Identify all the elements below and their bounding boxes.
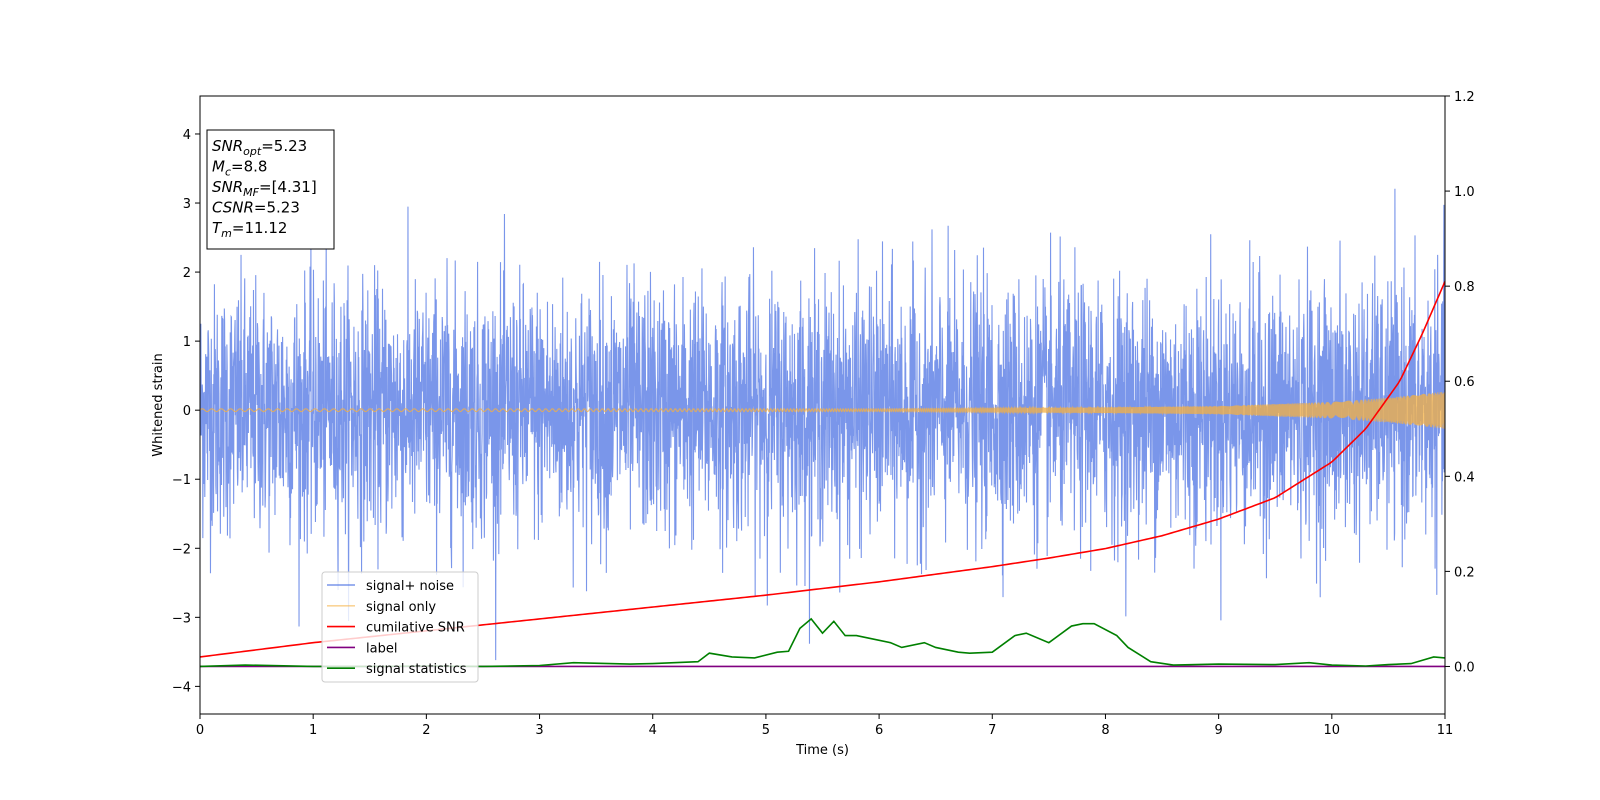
series-signal-statistics <box>200 617 1445 668</box>
y-right-tick-label: 1.2 <box>1454 90 1475 105</box>
info-snr-opt: SNRopt=5.23 <box>212 137 307 158</box>
y-left-tick-label: 1 <box>183 335 191 350</box>
y-left-tick-label: −3 <box>172 611 191 626</box>
x-tick-label: 5 <box>762 723 770 738</box>
info-mc: Mc=8.8 <box>212 158 267 179</box>
y-right-tick-label: 0.6 <box>1454 375 1475 390</box>
y-right-tick-label: 0.0 <box>1454 660 1475 675</box>
legend-signal-only-text: signal only <box>366 600 436 615</box>
x-tick-label: 6 <box>875 723 883 738</box>
y-axis-label: Whitened strain <box>151 353 166 456</box>
x-tick-label: 7 <box>988 723 996 738</box>
x-tick-label: 3 <box>535 723 543 738</box>
x-tick-label: 8 <box>1101 723 1109 738</box>
y-left-tick-label: 2 <box>183 266 191 281</box>
info-snr-mf: SNRMF=[4.31] <box>212 178 317 199</box>
info-tm: Tm=11.12 <box>212 219 287 240</box>
y-right-tick-label: 0.8 <box>1454 280 1475 295</box>
x-tick-label: 11 <box>1437 723 1454 738</box>
y-right-tick-label: 0.2 <box>1454 565 1475 580</box>
legend-label-text: label <box>366 641 397 656</box>
series-signal-noise <box>200 188 1445 661</box>
y-left-tick-label: 3 <box>183 197 191 212</box>
y-right-tick-label: 1.0 <box>1454 185 1475 200</box>
x-tick-label: 9 <box>1214 723 1222 738</box>
y-right-tick-label: 0.4 <box>1454 470 1475 485</box>
x-tick-label: 10 <box>1324 723 1341 738</box>
legend: signal+ noise signal only cumilative SNR la… <box>321 571 479 683</box>
y-left-tick-label: −1 <box>172 473 191 488</box>
x-axis-label: Time (s) <box>795 743 849 758</box>
info-box-frame <box>206 129 335 250</box>
axes-frame <box>199 95 1446 715</box>
x-tick-label: 2 <box>422 723 430 738</box>
x-tick-label: 4 <box>649 723 657 738</box>
legend-cumulative-snr-text: cumilative SNR <box>366 621 465 636</box>
x-tick-label: 0 <box>196 723 204 738</box>
x-tick-label: 1 <box>309 723 317 738</box>
legend-frame <box>321 571 479 683</box>
legend-signal-noise-text: signal+ noise <box>366 579 454 594</box>
series-signal-only <box>200 392 1445 429</box>
legend-signal-statistics-text: signal statistics <box>366 662 467 677</box>
y-left-tick-label: 0 <box>183 404 191 419</box>
y-left-tick-label: 4 <box>183 128 191 143</box>
y-left-tick-label: −4 <box>172 680 191 695</box>
info-csnr: CSNR=5.23 <box>212 199 300 217</box>
y-left-tick-label: −2 <box>172 542 191 557</box>
